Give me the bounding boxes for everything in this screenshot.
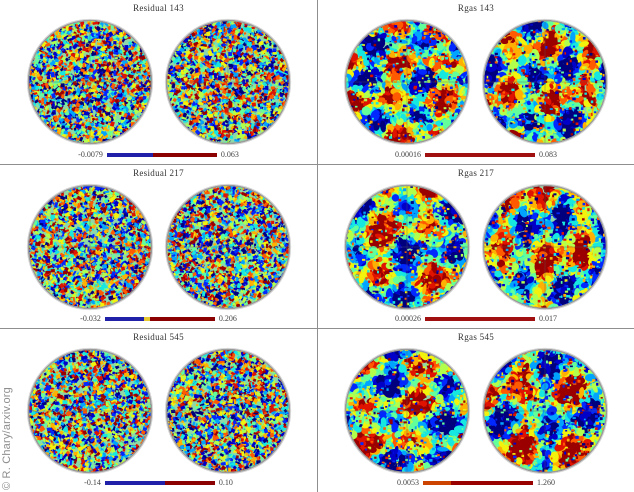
colorbar-max-label: 0.083 [539,150,557,159]
sky-map-left [25,182,154,311]
colorbar-row: -0.14 0.10 [84,478,233,488]
sky-map-right [163,182,292,311]
sky-map-pair [343,346,609,475]
sky-map-pair [25,18,292,146]
sky-map-right [481,182,609,311]
sky-map-right [163,346,292,475]
colorbar [423,481,533,485]
panel-title: Rgas 217 [457,168,495,178]
sky-map-right [481,18,609,146]
colorbar-max-label: 1.260 [537,478,555,487]
sky-map-left [343,346,471,475]
sky-map-pair [25,182,292,311]
colorbar-row: 0.00026 0.017 [395,314,557,324]
panel-residual-143: Residual 143 -0.0079 0.063 [0,0,317,164]
sky-map-right [481,346,609,475]
panel-rgas-217: Rgas 217 0.00026 0.017 [317,164,634,328]
panel-rgas-545: Rgas 545 0.0053 1.260 [317,328,634,492]
sky-map-left [25,346,154,475]
sky-map-right [163,18,292,146]
colorbar-min-label: 0.00026 [395,314,421,323]
colorbar-max-label: 0.063 [220,150,239,159]
colorbar-row: 0.00016 0.083 [395,150,557,160]
panel-rgas-143: Rgas 143 0.00016 0.083 [317,0,634,164]
panel-title: Residual 545 [133,332,184,342]
colorbar-min-label: 0.00016 [395,150,421,159]
colorbar-max-label: 0.017 [539,314,557,323]
colorbar-max-label: 0.10 [218,478,233,487]
colorbar-row: 0.0053 1.260 [397,478,555,488]
watermark-credit: © R. Chary/arxiv.org [1,387,13,490]
colorbar [106,153,217,157]
colorbar-min-label: -0.0079 [78,150,103,159]
colorbar-min-label: -0.14 [84,478,101,487]
sky-map-left [343,182,471,311]
colorbar [425,153,535,157]
panel-title: Rgas 143 [457,3,495,13]
panel-title: Rgas 545 [457,332,495,342]
sky-map-pair [343,182,609,311]
colorbar-min-label: -0.032 [80,314,101,323]
colorbar [425,317,535,321]
sky-map-pair [25,346,292,475]
colorbar-min-label: 0.0053 [397,478,419,487]
sky-map-left [343,18,471,146]
panel-residual-217: Residual 217 -0.032 0.206 [0,164,317,328]
panel-title: Residual 143 [133,3,184,13]
colorbar-row: -0.032 0.206 [80,314,237,324]
colorbar-max-label: 0.206 [218,314,237,323]
sky-map-pair [343,18,609,146]
sky-map-left [25,18,154,146]
panel-title: Residual 217 [133,168,184,178]
panel-residual-545: Residual 545 -0.14 0.10 [0,328,317,492]
colorbar-row: -0.0079 0.063 [78,150,239,160]
colorbar [104,481,215,485]
colorbar [104,317,215,321]
